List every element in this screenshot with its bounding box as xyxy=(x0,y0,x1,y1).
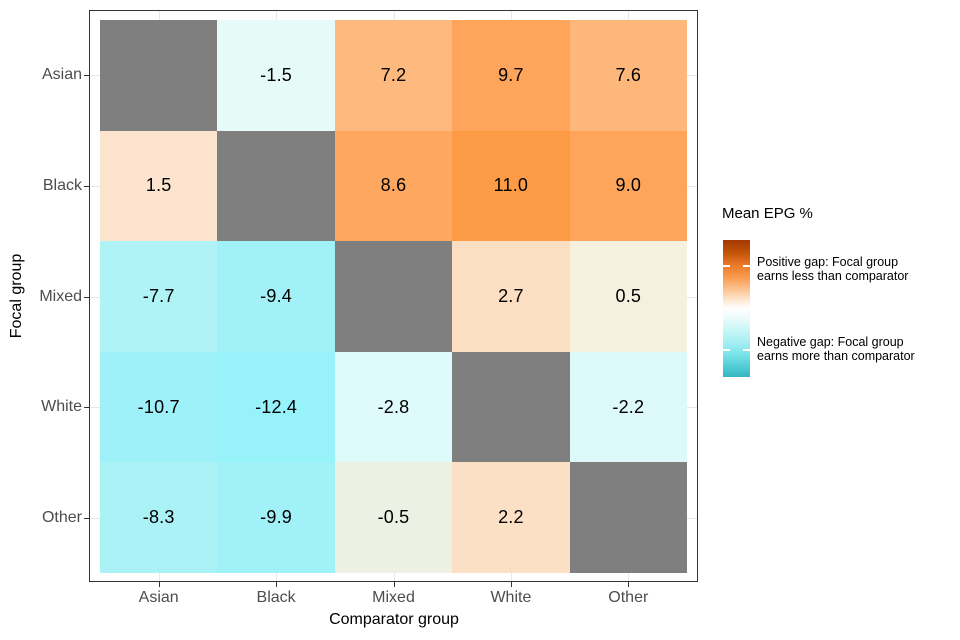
heatmap-cell-white-other: -2.2 xyxy=(569,351,687,463)
legend-tick xyxy=(743,349,750,351)
legend-colorbar xyxy=(723,240,750,377)
heatmap-cell-other-asian: -8.3 xyxy=(100,462,218,573)
heatmap-cell-mixed-black: -9.4 xyxy=(217,241,335,352)
y-axis-tick xyxy=(84,185,89,187)
heatmap-cell-asian-black: -1.5 xyxy=(217,20,335,131)
legend-tick xyxy=(723,349,730,351)
x-axis-tick xyxy=(393,582,395,587)
heatmap-cell-white-mixed: -2.8 xyxy=(334,351,453,463)
y-axis-tick xyxy=(84,407,89,409)
x-axis-tick xyxy=(628,582,630,587)
x-axis-title: Comparator group xyxy=(329,611,459,628)
y-axis-tick-label: Black xyxy=(42,176,82,194)
heatmap-cell-asian-asian xyxy=(100,20,218,131)
heatmap-cell-black-white: 11.0 xyxy=(452,130,570,242)
heatmap-cell-white-black: -12.4 xyxy=(217,351,335,463)
heatmap-cell-white-white xyxy=(452,351,570,463)
heatmap-cell-asian-mixed: 7.2 xyxy=(334,20,453,131)
legend-tick xyxy=(743,265,750,267)
legend-negative-label: Negative gap: Focal group earns more tha… xyxy=(757,335,915,363)
legend-title: Mean EPG % xyxy=(722,205,813,222)
legend-positive-label: Positive gap: Focal group earns less tha… xyxy=(757,255,909,283)
heatmap-tiles: -1.5 7.2 9.7 7.6 1.5 8.6 11.0 9.0 -7.7 -9.4 2.7 0.5… xyxy=(100,20,687,573)
heatmap-cell-other-white: 2.2 xyxy=(452,462,570,573)
y-axis-tick xyxy=(84,296,89,298)
heatmap-panel: -1.5 7.2 9.7 7.6 1.5 8.6 11.0 9.0 -7.7 -9.4 2.7 0.5… xyxy=(89,10,698,582)
y-axis-tick-label: White xyxy=(41,398,82,416)
y-axis-tick-label: Mixed xyxy=(39,287,82,305)
heatmap-cell-white-asian: -10.7 xyxy=(100,351,218,463)
heatmap-cell-asian-white: 9.7 xyxy=(452,20,570,131)
heatmap-cell-mixed-white: 2.7 xyxy=(452,241,570,352)
y-axis-tick-label: Asian xyxy=(41,66,82,84)
y-axis-title: Focal group xyxy=(8,253,25,339)
x-axis-tick-label: White xyxy=(490,589,532,606)
heatmap-cell-black-other: 9.0 xyxy=(569,130,687,242)
y-axis-tick xyxy=(84,75,89,77)
x-axis-tick xyxy=(276,582,278,587)
y-axis-tick xyxy=(84,517,89,519)
heatmap-cell-black-mixed: 8.6 xyxy=(334,130,453,242)
heatmap-cell-other-black: -9.9 xyxy=(217,462,335,573)
x-axis-tick-label: Other xyxy=(608,589,649,606)
legend-tick xyxy=(723,265,730,267)
heatmap-cell-mixed-asian: -7.7 xyxy=(100,241,218,352)
x-axis-tick-label: Mixed xyxy=(372,589,415,606)
heatmap-cell-black-black xyxy=(217,130,335,242)
x-axis-tick-label: Asian xyxy=(138,589,179,606)
y-axis-tick-label: Other xyxy=(41,508,82,526)
x-axis-tick xyxy=(510,582,512,587)
heatmap-cell-other-mixed: -0.5 xyxy=(334,462,453,573)
x-axis-tick xyxy=(158,582,160,587)
heatmap-cell-asian-other: 7.6 xyxy=(569,20,687,131)
heatmap-cell-mixed-other: 0.5 xyxy=(569,241,687,352)
heatmap-cell-black-asian: 1.5 xyxy=(100,130,218,242)
x-axis-tick-label: Black xyxy=(256,589,296,606)
heatmap-cell-other-other xyxy=(569,462,687,573)
heatmap-cell-mixed-mixed xyxy=(334,241,453,352)
